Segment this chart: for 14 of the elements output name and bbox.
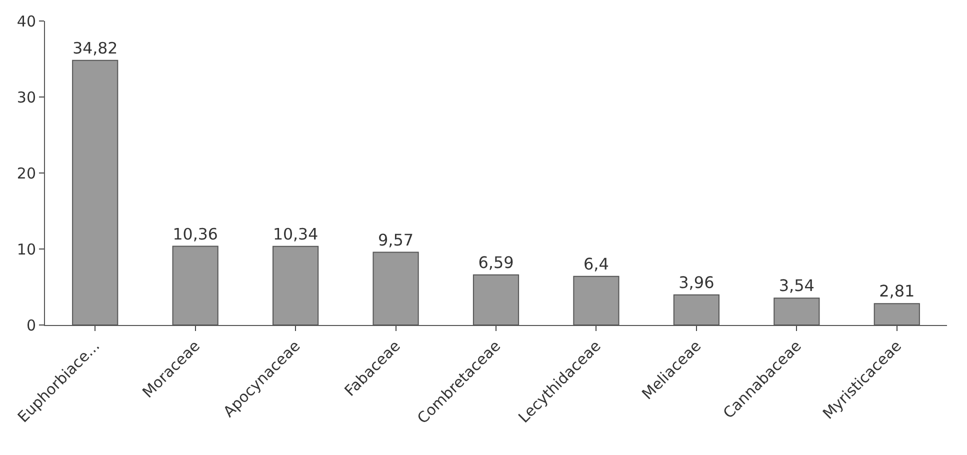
data-label: 2,81 [879,282,915,301]
data-label: 6,4 [583,254,609,274]
data-label: 10,36 [172,224,218,244]
y-tick-label: 0 [26,316,36,334]
y-tick-label: 30 [16,88,36,106]
data-label: 6,59 [478,252,514,272]
data-label: 3,54 [778,276,814,296]
data-label: 3,96 [678,272,714,292]
y-tick-label: 40 [16,12,36,30]
y-tick-label: 10 [16,240,36,258]
data-label: 9,57 [378,230,414,250]
data-label: 34,82 [72,38,118,58]
y-tick-label: 20 [16,164,36,182]
data-label: 10,34 [273,224,318,244]
